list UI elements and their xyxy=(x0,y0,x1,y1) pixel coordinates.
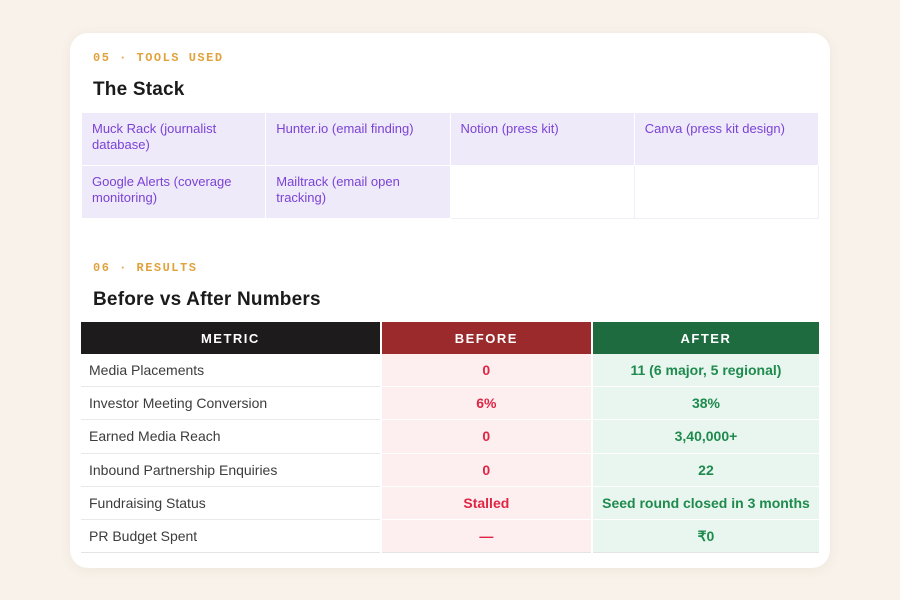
table-row-inbound-partnership-enquiries: Inbound Partnership Enquiries 0 22 xyxy=(81,453,819,487)
table-row-investor-meeting-conversion: Investor Meeting Conversion 6% 38% xyxy=(81,386,819,421)
after-value: 3,40,000+ xyxy=(590,419,819,454)
tool-cell-empty xyxy=(449,165,635,219)
tool-cell-canva: Canva (press kit design) xyxy=(633,112,820,166)
tools-section-title: The Stack xyxy=(93,79,185,100)
tool-cell-notion: Notion (press kit) xyxy=(449,112,635,166)
table-row-media-placements: Media Placements 0 11 (6 major, 5 region… xyxy=(81,354,819,388)
table-row-earned-media-reach: Earned Media Reach 0 3,40,000+ xyxy=(81,419,819,454)
tools-grid-row: Muck Rack (journalist database) Hunter.i… xyxy=(80,112,820,166)
after-value: 11 (6 major, 5 regional) xyxy=(590,354,819,388)
metric-label: Fundraising Status xyxy=(81,486,381,520)
metric-label: PR Budget Spent xyxy=(81,519,381,554)
before-value: 0 xyxy=(379,453,592,487)
content-card: 05 · TOOLS USED The Stack Muck Rack (jou… xyxy=(70,33,830,568)
after-value: 38% xyxy=(590,386,819,421)
tool-cell-google-alerts: Google Alerts (coverage monitoring) xyxy=(80,165,267,219)
tool-cell-empty xyxy=(633,165,820,219)
metric-label: Inbound Partnership Enquiries xyxy=(81,453,381,487)
before-value: — xyxy=(379,519,592,554)
tool-cell-mailtrack: Mailtrack (email open tracking) xyxy=(265,165,451,219)
section-tools: 05 · TOOLS USED The Stack Muck Rack (jou… xyxy=(80,51,820,219)
section-label-results: 06 · RESULTS xyxy=(93,261,198,275)
tools-grid-row: Google Alerts (coverage monitoring) Mail… xyxy=(80,165,820,219)
metric-label: Investor Meeting Conversion xyxy=(81,386,381,421)
before-value: 0 xyxy=(379,354,592,388)
section-label-tools: 05 · TOOLS USED xyxy=(93,51,224,65)
table-row-pr-budget-spent: PR Budget Spent — ₹0 xyxy=(81,519,819,554)
metric-label: Earned Media Reach xyxy=(81,419,381,454)
before-after-table: METRIC BEFORE AFTER Media Placements 0 1… xyxy=(81,322,819,554)
before-value: Stalled xyxy=(379,486,592,520)
column-header-before: BEFORE xyxy=(379,322,592,354)
after-value: Seed round closed in 3 months xyxy=(590,486,819,520)
after-value: 22 xyxy=(590,453,819,487)
before-value: 0 xyxy=(379,419,592,454)
tools-grid: Muck Rack (journalist database) Hunter.i… xyxy=(80,112,820,219)
section-results: 06 · RESULTS Before vs After Numbers MET… xyxy=(81,261,819,554)
before-value: 6% xyxy=(379,386,592,421)
results-section-title: Before vs After Numbers xyxy=(93,289,321,310)
column-header-metric: METRIC xyxy=(81,322,381,354)
after-value: ₹0 xyxy=(590,519,819,554)
table-header-row: METRIC BEFORE AFTER xyxy=(81,322,819,354)
table-row-fundraising-status: Fundraising Status Stalled Seed round cl… xyxy=(81,486,819,520)
metric-label: Media Placements xyxy=(81,354,381,388)
tool-cell-hunter-io: Hunter.io (email finding) xyxy=(265,112,451,166)
column-header-after: AFTER xyxy=(590,322,819,354)
tool-cell-muck-rack: Muck Rack (journalist database) xyxy=(80,112,267,166)
